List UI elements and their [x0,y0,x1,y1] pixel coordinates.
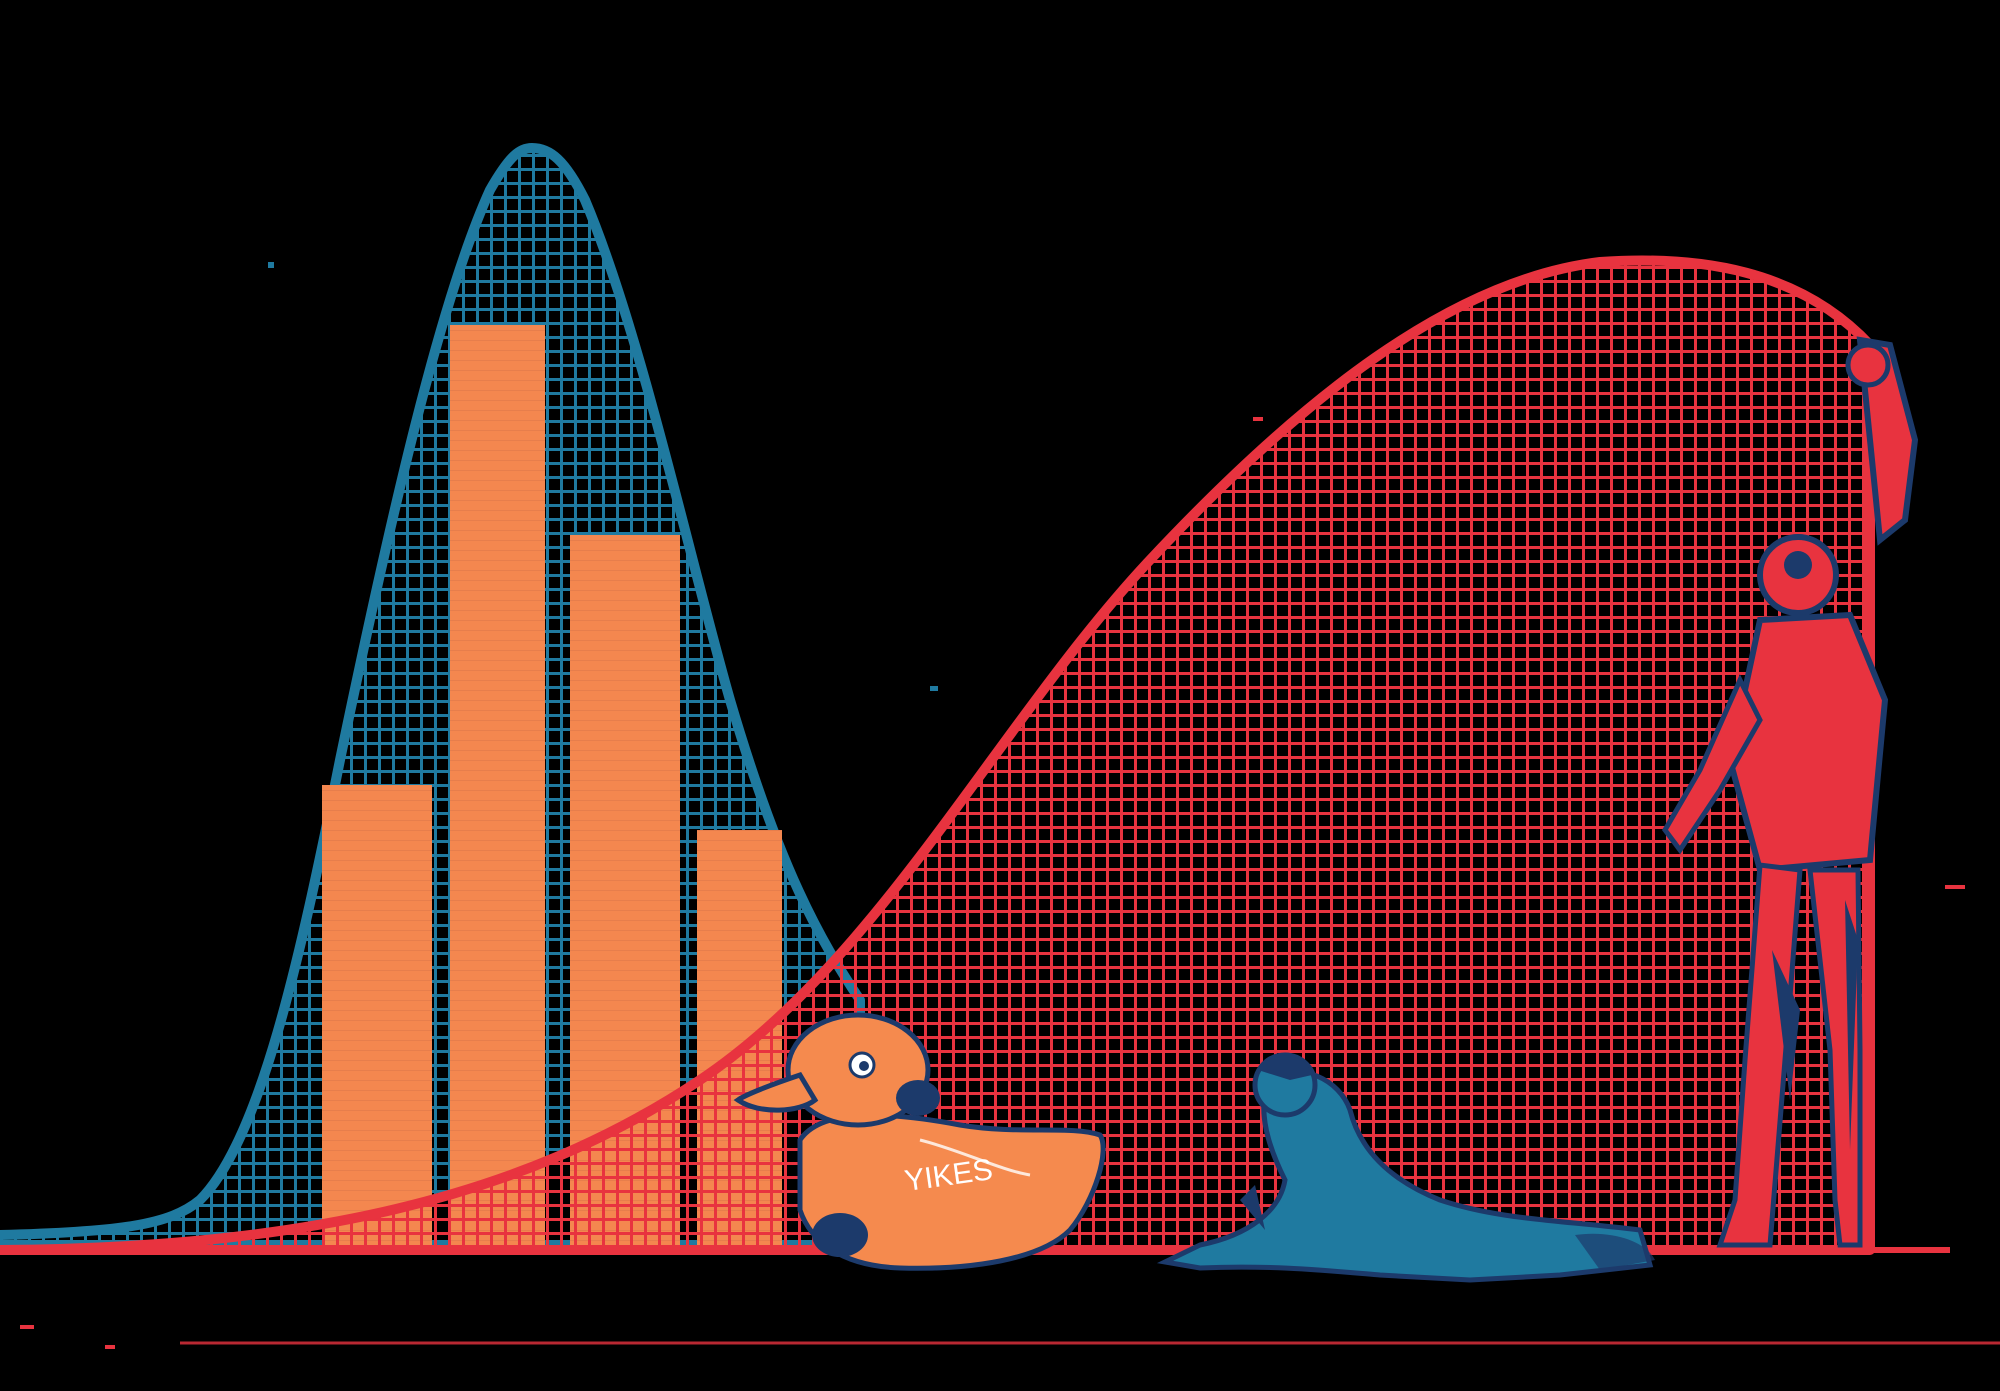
standing-person [1662,336,1919,1248]
rubber-duck: YIKES [733,1012,1106,1271]
red-bell-curve [0,255,1875,1255]
speckles [20,262,1965,1349]
histogram-bar [450,325,545,1245]
histogram-bar [322,785,432,1245]
crouching-person [1156,1052,1655,1283]
